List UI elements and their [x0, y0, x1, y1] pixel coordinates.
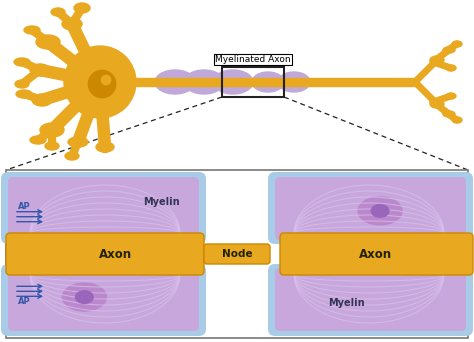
Text: Myelin: Myelin [143, 197, 179, 207]
Bar [222, 67, 284, 97]
Ellipse shape [184, 70, 224, 94]
Text: Axon: Axon [359, 248, 392, 261]
Text: Node: Node [222, 249, 252, 259]
Text: Myelinated Axon: Myelinated Axon [215, 55, 291, 64]
Ellipse shape [51, 8, 65, 16]
FancyBboxPatch shape [8, 177, 199, 240]
FancyBboxPatch shape [268, 264, 473, 336]
Ellipse shape [24, 26, 40, 34]
FancyBboxPatch shape [204, 244, 270, 264]
Ellipse shape [14, 58, 30, 66]
FancyBboxPatch shape [6, 233, 204, 275]
Ellipse shape [213, 70, 253, 94]
Text: AP: AP [18, 297, 30, 306]
Ellipse shape [40, 123, 64, 137]
FancyBboxPatch shape [8, 268, 199, 331]
Ellipse shape [32, 94, 52, 106]
Ellipse shape [96, 142, 114, 152]
Ellipse shape [74, 3, 90, 13]
Ellipse shape [371, 205, 389, 217]
FancyBboxPatch shape [275, 177, 466, 240]
Ellipse shape [30, 64, 50, 76]
Circle shape [64, 46, 136, 118]
Bar [136, 78, 415, 86]
Text: Myelin: Myelin [328, 298, 365, 308]
Ellipse shape [252, 72, 284, 92]
Bar [6, 170, 468, 338]
FancyBboxPatch shape [268, 172, 473, 244]
Ellipse shape [63, 283, 106, 311]
Ellipse shape [68, 137, 88, 147]
Ellipse shape [446, 65, 456, 71]
FancyBboxPatch shape [275, 268, 466, 331]
Circle shape [101, 75, 111, 85]
Ellipse shape [443, 111, 455, 117]
Text: Axon: Axon [100, 248, 133, 261]
Circle shape [88, 70, 116, 98]
Ellipse shape [16, 90, 32, 98]
Ellipse shape [358, 197, 402, 225]
Ellipse shape [30, 136, 46, 144]
Ellipse shape [36, 35, 60, 49]
Ellipse shape [15, 80, 29, 88]
Ellipse shape [155, 70, 195, 94]
Ellipse shape [278, 72, 310, 92]
FancyBboxPatch shape [1, 172, 206, 244]
Ellipse shape [452, 41, 462, 47]
Ellipse shape [430, 100, 444, 108]
Ellipse shape [446, 93, 456, 99]
FancyBboxPatch shape [280, 233, 473, 275]
Ellipse shape [75, 291, 93, 303]
Ellipse shape [443, 47, 455, 53]
Ellipse shape [45, 142, 59, 150]
Ellipse shape [65, 152, 79, 160]
Ellipse shape [430, 56, 444, 64]
Ellipse shape [62, 18, 82, 30]
FancyBboxPatch shape [1, 264, 206, 336]
Ellipse shape [452, 117, 462, 123]
Text: AP: AP [18, 202, 30, 211]
